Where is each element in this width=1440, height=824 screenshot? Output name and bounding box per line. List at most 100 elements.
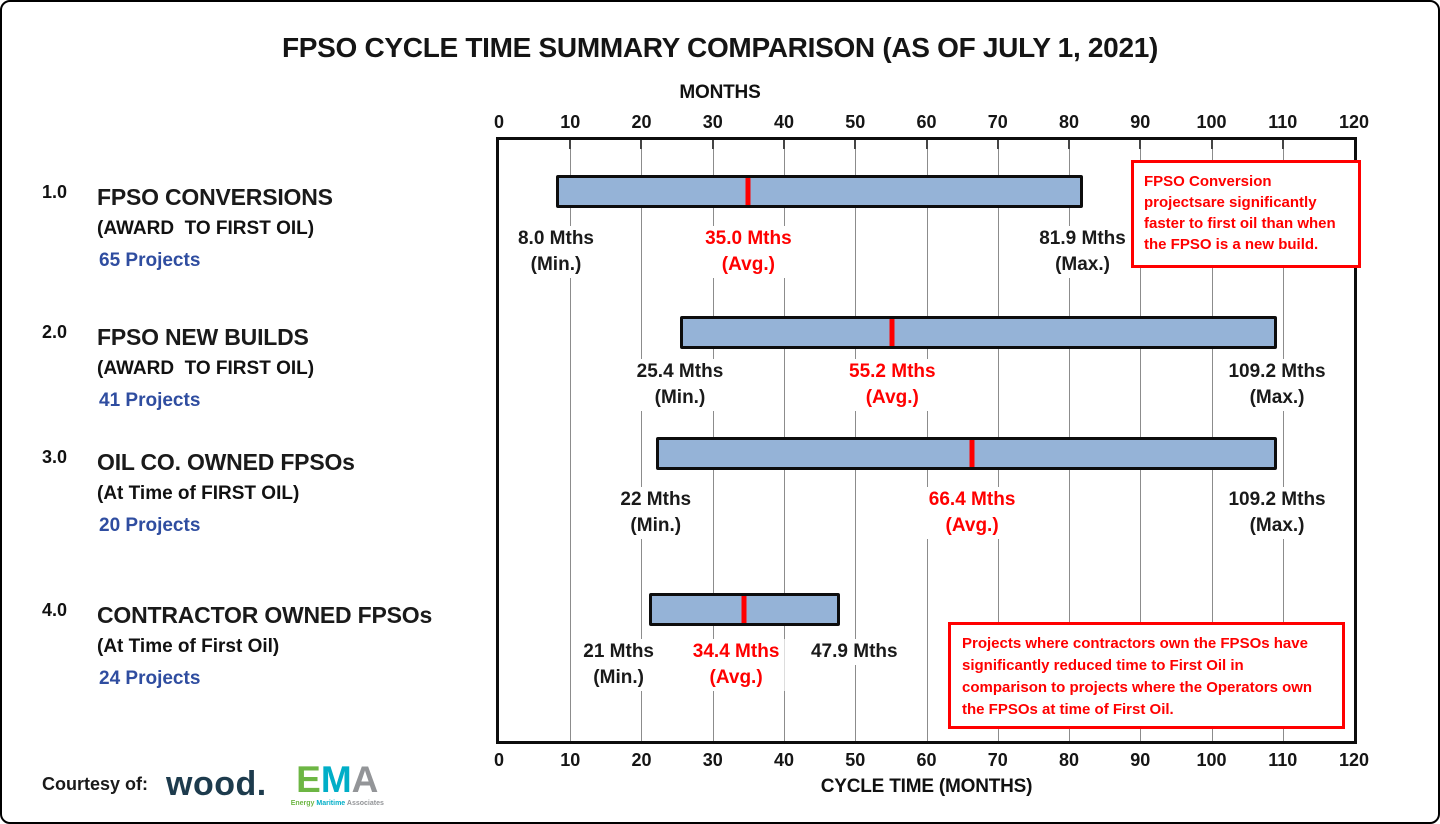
top-axis-label-120: 120 bbox=[1338, 112, 1370, 132]
axis-tick-50 bbox=[854, 140, 857, 149]
category-project-count: 20 Projects bbox=[99, 515, 201, 536]
min-caption-text: (Min.) bbox=[530, 254, 582, 275]
bottom-axis-label-40: 40 bbox=[773, 750, 795, 770]
avg-value-text: 34.4 Mths bbox=[692, 641, 780, 662]
avg-value-text: 55.2 Mths bbox=[849, 361, 936, 382]
category-subtitle: (AWARD TO FIRST OIL) bbox=[97, 358, 315, 379]
axis-tick-60 bbox=[925, 140, 928, 149]
category-row-2: 2.0 FPSO NEW BUILDS (AWARD TO FIRST OIL) 41… bbox=[42, 322, 502, 412]
category-title: FPSO CONVERSIONS bbox=[97, 184, 333, 210]
min-label-row-1: 8.0 Mths (Min.) bbox=[512, 226, 599, 278]
min-value-text: 22 Mths bbox=[620, 489, 692, 510]
category-row-1: 1.0 FPSO CONVERSIONS (AWARD TO FIRST OIL) 6… bbox=[42, 182, 502, 272]
min-label-row-4: 21 Mths (Min.) bbox=[578, 639, 659, 691]
max-caption-text: (Max.) bbox=[1055, 254, 1110, 275]
avg-value-text: 66.4 Mths bbox=[928, 489, 1016, 510]
top-axis-label-0: 0 bbox=[493, 112, 505, 132]
min-caption-text: (Min.) bbox=[593, 667, 644, 688]
category-number: 2.0 bbox=[42, 322, 68, 342]
category-title: FPSO NEW BUILDS bbox=[97, 324, 309, 350]
category-number: 3.0 bbox=[42, 447, 68, 467]
bottom-axis-label-110: 110 bbox=[1268, 750, 1298, 770]
axis-tick-80 bbox=[1067, 140, 1070, 149]
max-label-row-3: 109.2 Mths (Max.) bbox=[1223, 487, 1331, 539]
top-axis-title: MONTHS bbox=[679, 82, 761, 103]
bottom-axis-label-0: 0 bbox=[493, 750, 505, 770]
avg-caption-text: (Avg.) bbox=[945, 515, 999, 536]
category-subtitle: (At Time of First Oil) bbox=[97, 636, 280, 657]
category-row-4: 4.0 CONTRACTOR OWNED FPSOs (At Time of Fir… bbox=[42, 600, 502, 690]
gridline-20 bbox=[641, 140, 643, 741]
top-axis-label-20: 20 bbox=[631, 112, 652, 132]
top-axis-label-80: 80 bbox=[1058, 112, 1080, 132]
max-value-text: 109.2 Mths bbox=[1228, 489, 1326, 510]
avg-caption-text: (Avg.) bbox=[865, 387, 919, 408]
bottom-axis-label-80: 80 bbox=[1058, 750, 1080, 770]
min-label-row-2: 25.4 Mths (Min.) bbox=[631, 359, 729, 411]
annotation-box-contractors: Projects where contractors own the FPSOs… bbox=[948, 622, 1345, 729]
top-axis-label-90: 90 bbox=[1130, 112, 1151, 132]
axis-tick-30 bbox=[711, 140, 714, 149]
axis-tick-20 bbox=[640, 140, 643, 149]
category-subtitle: (At Time of FIRST OIL) bbox=[97, 483, 300, 504]
footer: Courtesy of: wood. EMA Energy Maritime A… bbox=[42, 758, 384, 810]
top-axis-tick-labels: 0 10 20 30 40 50 60 70 80 90 100 110 120 bbox=[2, 111, 1438, 135]
min-caption-text: (Min.) bbox=[654, 387, 706, 408]
max-label-row-1: 81.9 Mths (Max.) bbox=[1034, 226, 1131, 278]
axis-tick-40 bbox=[782, 140, 785, 149]
axis-tick-100 bbox=[1210, 140, 1213, 149]
annotation-box-conversions: FPSO Conversion projectsare significantl… bbox=[1131, 160, 1361, 268]
max-caption-text: (Max.) bbox=[1249, 387, 1305, 408]
avg-label-row-2: 55.2 Mths (Avg.) bbox=[844, 359, 941, 411]
bottom-axis-label-60: 60 bbox=[916, 750, 937, 770]
max-caption-text: (Max.) bbox=[1249, 515, 1305, 536]
avg-label-row-4: 34.4 Mths (Avg.) bbox=[687, 639, 785, 691]
min-value-text: 25.4 Mths bbox=[636, 361, 724, 382]
annotation-text: FPSO Conversion projectsare significantl… bbox=[1144, 173, 1336, 253]
gridline-110 bbox=[1282, 140, 1284, 741]
ema-logo: EMA Energy Maritime Associates bbox=[291, 761, 384, 807]
avg-label-row-3: 66.4 Mths (Avg.) bbox=[923, 487, 1021, 539]
bottom-axis-label-10: 10 bbox=[560, 750, 581, 770]
category-row-3: 3.0 OIL CO. OWNED FPSOs (At Time of FIRST … bbox=[42, 447, 502, 537]
max-label-row-2: 109.2 Mths (Max.) bbox=[1223, 359, 1331, 411]
avg-caption-text: (Avg.) bbox=[709, 667, 763, 688]
gridline-10 bbox=[570, 140, 572, 741]
bottom-axis-title: CYCLE TIME (MONTHS) bbox=[820, 776, 1033, 797]
bottom-axis-label-70: 70 bbox=[987, 750, 1008, 770]
bottom-axis-label-20: 20 bbox=[631, 750, 652, 770]
min-value-text: 21 Mths bbox=[583, 641, 654, 662]
page-title: FPSO CYCLE TIME SUMMARY COMPARISON (AS O… bbox=[281, 32, 1159, 63]
courtesy-label: Courtesy of: bbox=[42, 773, 149, 794]
annotation-text: Projects where contractors own the FPSOs… bbox=[962, 635, 1313, 718]
max-value-text: 47.9 Mths bbox=[810, 641, 898, 662]
max-value-text: 109.2 Mths bbox=[1228, 361, 1326, 382]
top-axis-label-70: 70 bbox=[987, 112, 1008, 132]
category-number: 1.0 bbox=[42, 182, 68, 202]
category-project-count: 41 Projects bbox=[99, 390, 201, 411]
category-project-count: 24 Projects bbox=[99, 668, 201, 689]
category-project-count: 65 Projects bbox=[99, 250, 201, 271]
top-axis-label-50: 50 bbox=[845, 112, 866, 132]
axis-tick-10 bbox=[569, 140, 572, 149]
min-value-text: 8.0 Mths bbox=[517, 228, 594, 249]
top-axis-label-10: 10 bbox=[560, 112, 581, 132]
avg-label-row-1: 35.0 Mths (Avg.) bbox=[700, 226, 797, 278]
bottom-axis-label-30: 30 bbox=[702, 750, 723, 770]
ema-logo-letters: EMA bbox=[296, 759, 379, 800]
bottom-axis-label-90: 90 bbox=[1130, 750, 1151, 770]
max-label-row-4: 47.9 Mths bbox=[805, 639, 903, 665]
axis-tick-90 bbox=[1139, 140, 1142, 149]
wood-logo: wood. bbox=[166, 764, 267, 803]
avg-marker-row-4 bbox=[741, 596, 747, 623]
top-axis-label-30: 30 bbox=[702, 112, 723, 132]
bottom-axis-tick-labels: 0 10 20 30 40 50 60 70 80 90 100 110 120 bbox=[2, 749, 1438, 773]
axis-tick-70 bbox=[996, 140, 999, 149]
top-axis-label-60: 60 bbox=[916, 112, 937, 132]
range-bar-row-1 bbox=[556, 175, 1083, 208]
category-subtitle: (AWARD TO FIRST OIL) bbox=[97, 218, 315, 239]
avg-marker-row-2 bbox=[889, 319, 895, 346]
category-title: CONTRACTOR OWNED FPSOs bbox=[97, 602, 433, 628]
category-title: OIL CO. OWNED FPSOs bbox=[97, 449, 355, 475]
